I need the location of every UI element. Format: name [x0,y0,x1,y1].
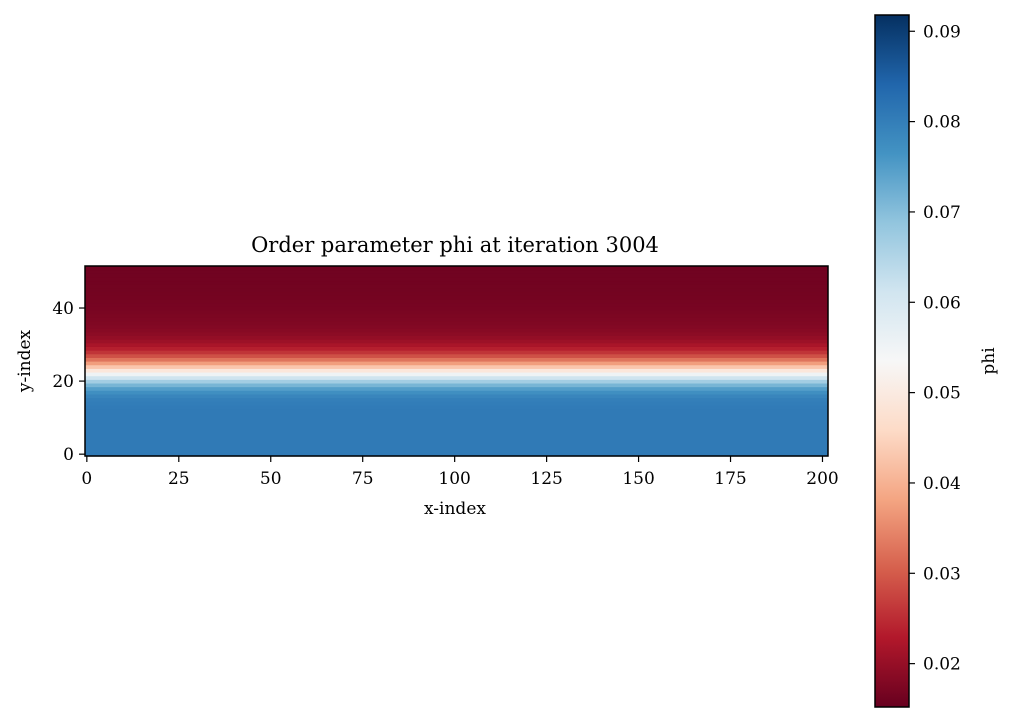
heatmap-row [85,441,828,446]
x-axis-label: x-index [424,499,486,519]
heatmap-row [85,284,828,289]
heatmap-row [85,266,828,271]
heatmap-row [85,298,828,304]
colorbar-tick-label: 0.08 [923,113,961,133]
heatmap-row [85,386,828,391]
heatmap-row [85,390,828,395]
heatmap-row [85,448,828,453]
heatmap-row [85,295,828,300]
colorbar-tick-label: 0.03 [923,564,961,584]
heatmap-row [85,393,828,399]
heatmap-row [85,276,828,282]
heatmap-row [85,280,828,285]
heatmap-row [85,320,828,326]
x-tick-label: 200 [806,469,838,489]
x-tick-label: 0 [81,469,92,489]
heatmap-row [85,291,828,296]
plot-frame [84,265,829,457]
colorbar-tick-label: 0.05 [923,384,961,404]
heatmap-row [85,342,828,347]
heatmap-row [85,357,828,362]
heatmap-row [85,364,828,369]
colorbar-tick-label: 0.04 [923,474,961,494]
heatmap-row [85,382,828,388]
x-tick-label: 50 [260,469,282,489]
heatmap-row [85,423,828,428]
heatmap-row [85,335,828,340]
y-axis-label: y-index [15,329,35,393]
colorbar-tick-label: 0.02 [923,655,961,675]
heatmap-row [85,375,828,380]
heatmap-row [85,324,828,329]
heatmap-row [85,269,828,274]
heatmap-row [85,328,828,333]
y-tick-label: 0 [63,445,74,465]
heatmap-row [85,404,828,410]
colorbar-label: phi [979,347,999,375]
heatmap-row [85,350,828,355]
heatmap-row [85,426,828,432]
heatmap-row [85,317,828,322]
x-tick-label: 100 [438,469,470,489]
colorbar-ticks: 0.02 0.03 0.04 0.05 0.06 0.07 0.08 0.09 [909,22,961,675]
x-axis-ticks: 0 25 50 75 100 125 150 175 200 [81,456,839,489]
heatmap-row [85,302,828,307]
colorbar-tick-label: 0.07 [923,203,961,223]
heatmap-row [85,361,828,366]
heatmap-row [85,339,828,344]
x-tick-label: 125 [530,469,562,489]
heatmap-row [85,313,828,318]
heatmap-row [85,408,828,413]
chart-title: Order parameter phi at iteration 3004 [251,233,659,257]
heatmap-row [85,379,828,384]
heatmap-row [85,452,828,457]
heatmap-row [85,309,828,315]
x-tick-label: 75 [352,469,374,489]
heatmap-row [85,412,828,417]
y-tick-label: 40 [52,299,74,319]
heatmap-row [85,306,828,311]
colorbar-tick-label: 0.06 [923,293,961,313]
heatmap-row [85,430,828,435]
heatmap-row [85,437,828,442]
colorbar [874,14,910,708]
heatmap-row [85,371,828,377]
heatmap-row [85,368,828,373]
heatmap-row [85,419,828,424]
heatmap-row [85,273,828,278]
heatmap-row [85,353,828,358]
heatmap [85,266,828,457]
heatmap-row [85,401,828,406]
heatmap-row [85,415,828,421]
colorbar-tick-label: 0.09 [923,22,961,42]
x-tick-label: 25 [168,469,190,489]
heatmap-row [85,434,828,439]
heatmap-row [85,346,828,351]
y-axis-ticks: 0 20 40 [52,299,85,465]
heatmap-row [85,397,828,402]
heatmap-row [85,287,828,293]
y-tick-label: 20 [52,372,74,392]
heatmap-row [85,445,828,450]
x-tick-label: 175 [714,469,746,489]
x-tick-label: 150 [622,469,654,489]
heatmap-row [85,331,828,337]
